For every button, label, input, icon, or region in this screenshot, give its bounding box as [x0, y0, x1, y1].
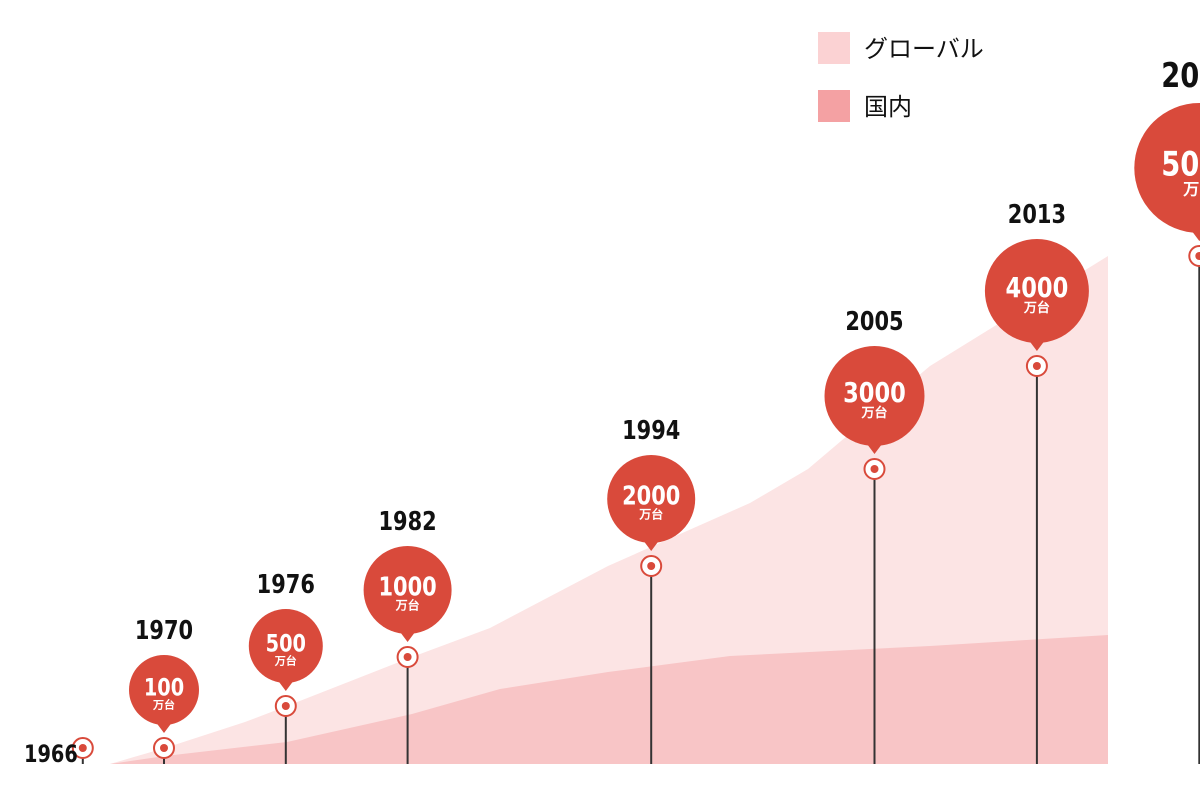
- legend: グローバル 国内: [818, 32, 984, 122]
- milestone-marker-dot: [78, 744, 87, 752]
- milestone-marker-dot: [647, 562, 656, 570]
- milestone-bubble: [607, 455, 696, 543]
- milestone-unit: 万台: [860, 405, 887, 421]
- milestone-marker-dot: [281, 702, 290, 710]
- milestone-value: 2000: [622, 482, 680, 512]
- legend-swatch-domestic: [818, 90, 850, 122]
- milestone-value: 3000: [843, 376, 906, 409]
- milestone-year: 2021: [1161, 56, 1200, 96]
- milestone-unit: 万台: [1182, 179, 1200, 198]
- milestone-year: 1970: [135, 616, 193, 646]
- milestone-value: 4000: [1006, 271, 1069, 304]
- milestone-marker-dot: [1032, 362, 1041, 370]
- milestone-unit: 万台: [395, 598, 420, 613]
- milestone-value: 1000: [378, 573, 436, 603]
- milestone-bubble: [363, 546, 452, 634]
- milestone-bubble: [984, 239, 1089, 343]
- milestone-stems: [81, 256, 1200, 764]
- milestone-bubble: [1134, 103, 1200, 233]
- milestone-unit: 万台: [638, 507, 663, 522]
- milestone-unit: 万台: [274, 653, 297, 667]
- milestone-bubble: [248, 609, 323, 683]
- milestone-unit: 万台: [1023, 300, 1050, 316]
- milestone-unit: 万台: [152, 697, 175, 711]
- milestone-year: 1994: [622, 416, 680, 446]
- legend-label-domestic: 国内: [864, 93, 912, 121]
- milestone-marker-dot: [1195, 252, 1200, 260]
- milestone-year: 2005: [845, 307, 903, 337]
- area-domestic: [110, 635, 1108, 764]
- milestone-year: 1966: [24, 740, 78, 768]
- legend-label-global: グローバル: [864, 35, 984, 63]
- milestone-year: 2013: [1008, 200, 1066, 230]
- milestone-marker-ring: [1188, 245, 1200, 267]
- milestone-bubble: [824, 346, 925, 446]
- milestone-year: 1976: [257, 570, 315, 600]
- milestone-value: 500: [266, 629, 306, 657]
- milestone-marker-dot: [403, 653, 412, 661]
- milestone-markers: [71, 245, 1200, 759]
- milestone-marker-dot: [160, 744, 168, 752]
- milestone-value: 5000: [1161, 144, 1200, 184]
- area-global: [110, 256, 1108, 764]
- milestone-year: 1982: [378, 507, 436, 537]
- milestone-value: 100: [144, 673, 184, 701]
- legend-swatch-global: [818, 32, 850, 64]
- milestone-marker-dot: [870, 465, 879, 473]
- milestone-bubble: [129, 655, 199, 725]
